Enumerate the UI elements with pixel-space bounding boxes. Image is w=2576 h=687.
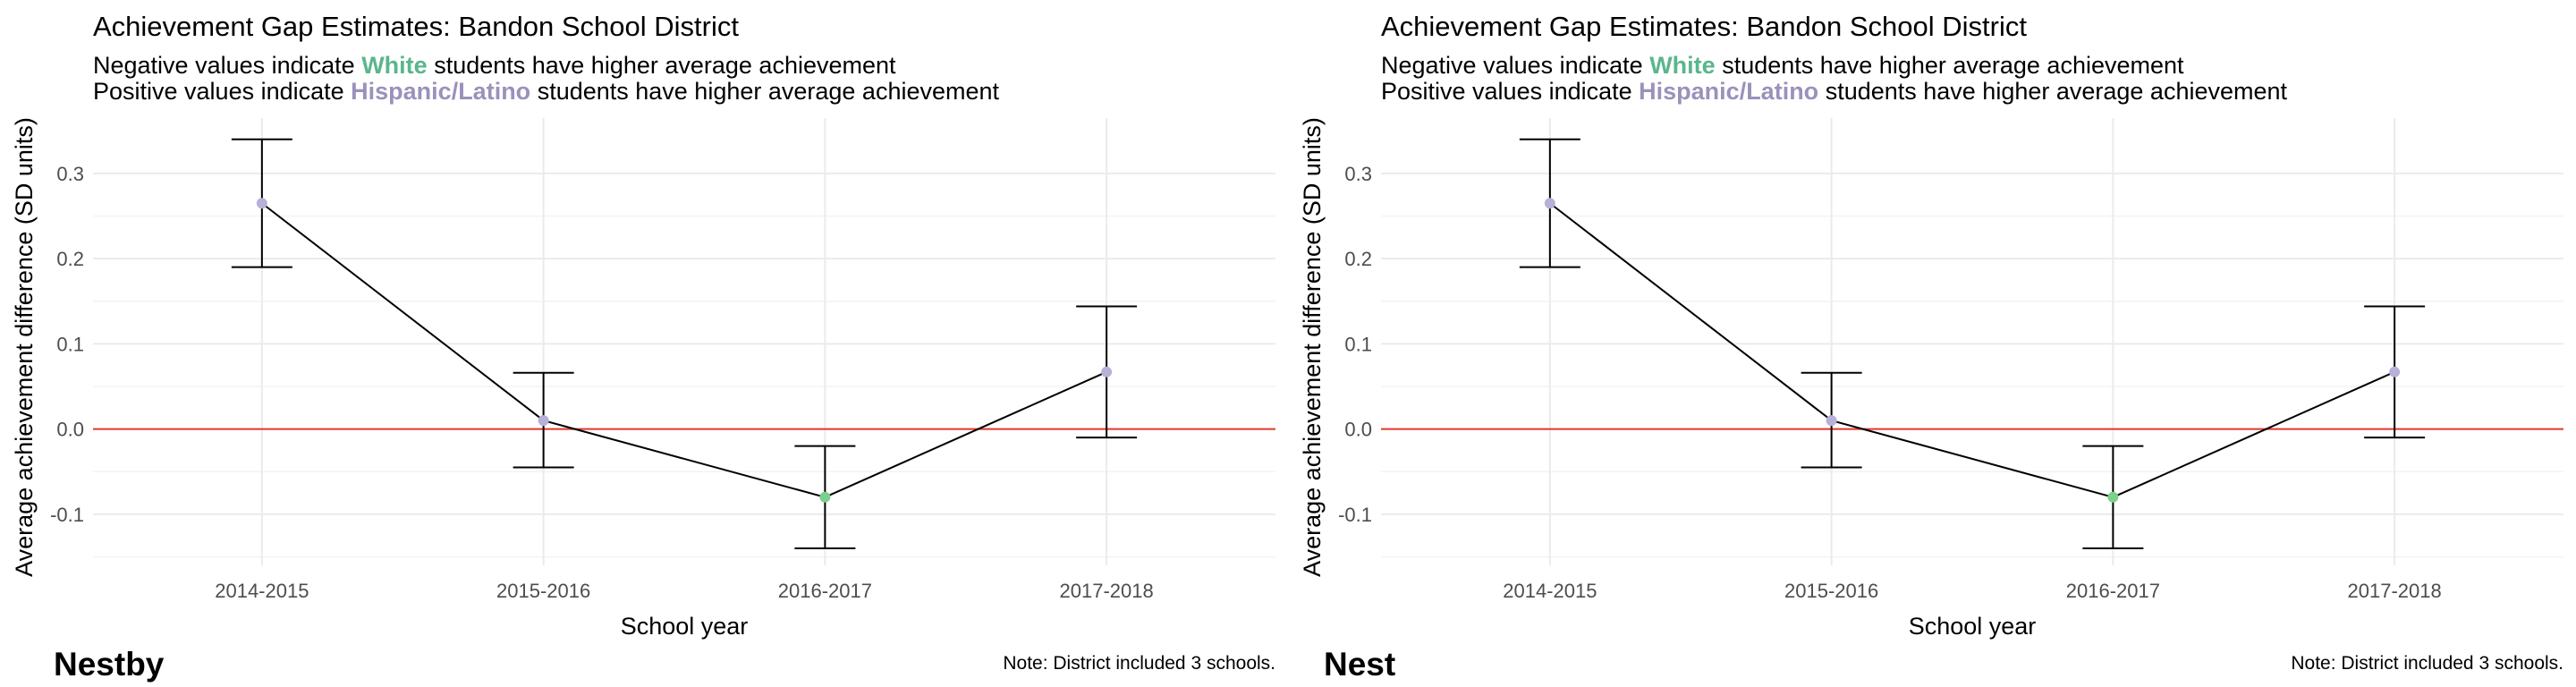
chart-subtitle-positive: Positive values indicate Hispanic/Latino… — [1381, 78, 2288, 105]
y-tick-label: 0.2 — [56, 248, 84, 270]
x-tick-label: 2017-2018 — [2348, 580, 2442, 602]
series-line — [1549, 202, 2395, 498]
data-point — [2389, 366, 2401, 377]
chart-panel-2: Achievement Gap Estimates: Bandon School… — [1299, 11, 2563, 683]
x-tick-label: 2016-2017 — [778, 580, 872, 602]
x-tick-label: 2017-2018 — [1060, 580, 1154, 602]
chart-caption: Note: District included 3 schools. — [2291, 653, 2563, 674]
x-axis-title: School year — [1909, 613, 2037, 640]
data-point — [819, 491, 831, 503]
x-tick-label: 2014-2015 — [1503, 580, 1597, 602]
chart-title: Achievement Gap Estimates: Bandon School… — [1381, 11, 2027, 42]
chart-panel-1: Achievement Gap Estimates: Bandon School… — [11, 11, 1275, 683]
series-line — [261, 202, 1107, 498]
y-tick-label: -0.1 — [50, 504, 84, 526]
chart-title: Achievement Gap Estimates: Bandon School… — [93, 11, 739, 42]
y-tick-label: -0.1 — [1338, 504, 1372, 526]
y-tick-label: 0.0 — [56, 419, 84, 441]
x-axis-title: School year — [621, 613, 749, 640]
y-tick-label: 0.3 — [56, 163, 84, 185]
y-tick-label: 0.3 — [1344, 163, 1372, 185]
x-tick-label: 2015-2016 — [496, 580, 590, 602]
x-tick-label: 2016-2017 — [2066, 580, 2160, 602]
y-axis-title: Average achievement difference (SD units… — [11, 117, 38, 577]
plot-area: -0.1 0.0 0.1 0.2 0.3 2014-2015 2015-2016 2016-2… — [50, 118, 1275, 602]
y-tick-label: 0.1 — [56, 333, 84, 355]
data-point — [256, 198, 267, 209]
panel-tag: Nestby — [54, 646, 165, 683]
plot-area: -0.1 0.0 0.1 0.2 0.3 2014-2015 2015-2016 2016-2… — [1338, 118, 2563, 602]
legend-hispanic-label: Hispanic/Latino — [1639, 78, 1818, 105]
legend-hispanic-label: Hispanic/Latino — [351, 78, 530, 105]
x-tick-label: 2015-2016 — [1784, 580, 1878, 602]
chart-caption: Note: District included 3 schools. — [1003, 653, 1275, 674]
y-axis-title: Average achievement difference (SD units… — [1299, 117, 1326, 577]
legend-white-label: White — [361, 52, 428, 79]
y-tick-label: 0.0 — [1344, 419, 1372, 441]
data-point — [1826, 415, 1837, 427]
data-point — [538, 415, 549, 427]
data-point — [1101, 366, 1113, 377]
panel-tag: Nest — [1324, 646, 1395, 683]
chart-subtitle-negative: Negative values indicate White students … — [1381, 52, 2184, 79]
chart-subtitle-negative: Negative values indicate White students … — [93, 52, 896, 79]
legend-white-label: White — [1649, 52, 1716, 79]
y-tick-label: 0.2 — [1344, 248, 1372, 270]
y-tick-label: 0.1 — [1344, 333, 1372, 355]
data-point — [1544, 198, 1555, 209]
x-tick-label: 2014-2015 — [215, 580, 309, 602]
chart-subtitle-positive: Positive values indicate Hispanic/Latino… — [93, 78, 1000, 105]
data-point — [2107, 491, 2119, 503]
